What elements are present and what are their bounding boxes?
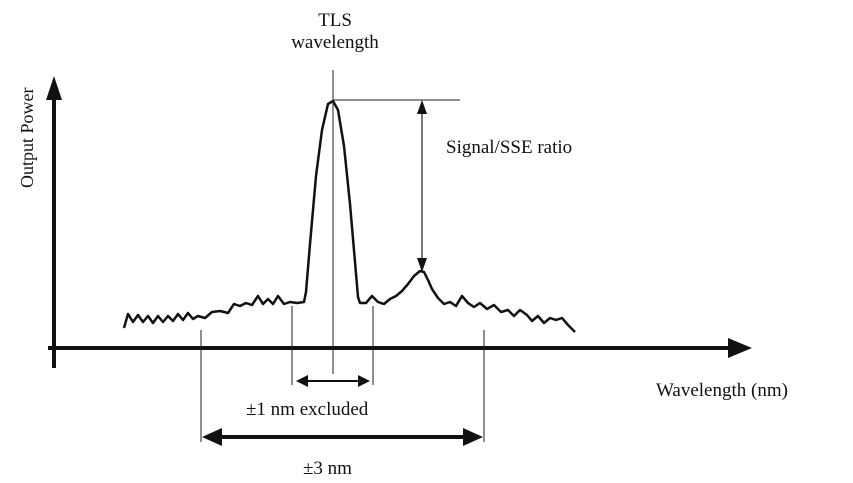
tls-wavelength-label: TLS wavelength — [250, 10, 420, 54]
excl-arrow-left-head — [296, 375, 308, 387]
excl-arrow-right-head — [358, 375, 370, 387]
y-axis-label: Output Power — [17, 87, 37, 189]
tls-label-line1: TLS — [318, 10, 352, 31]
signal-sse-ratio-label: Signal/SSE ratio — [446, 137, 573, 158]
x-axis-arrowhead — [728, 338, 752, 358]
span-range-label: ±3 nm — [303, 458, 352, 479]
span-arrow-left-head — [202, 428, 222, 446]
tls-label-line2: wavelength — [291, 32, 379, 53]
span-arrow-right-head — [463, 428, 483, 446]
x-axis-label: Wavelength (nm) — [656, 380, 788, 401]
ratio-arrow-top-head — [417, 100, 427, 114]
excluded-range-label: ±1 nm excluded — [246, 399, 369, 420]
ratio-arrow-bottom-head — [417, 258, 427, 272]
spectrum-curve — [122, 99, 576, 333]
y-axis-arrowhead — [46, 76, 62, 100]
